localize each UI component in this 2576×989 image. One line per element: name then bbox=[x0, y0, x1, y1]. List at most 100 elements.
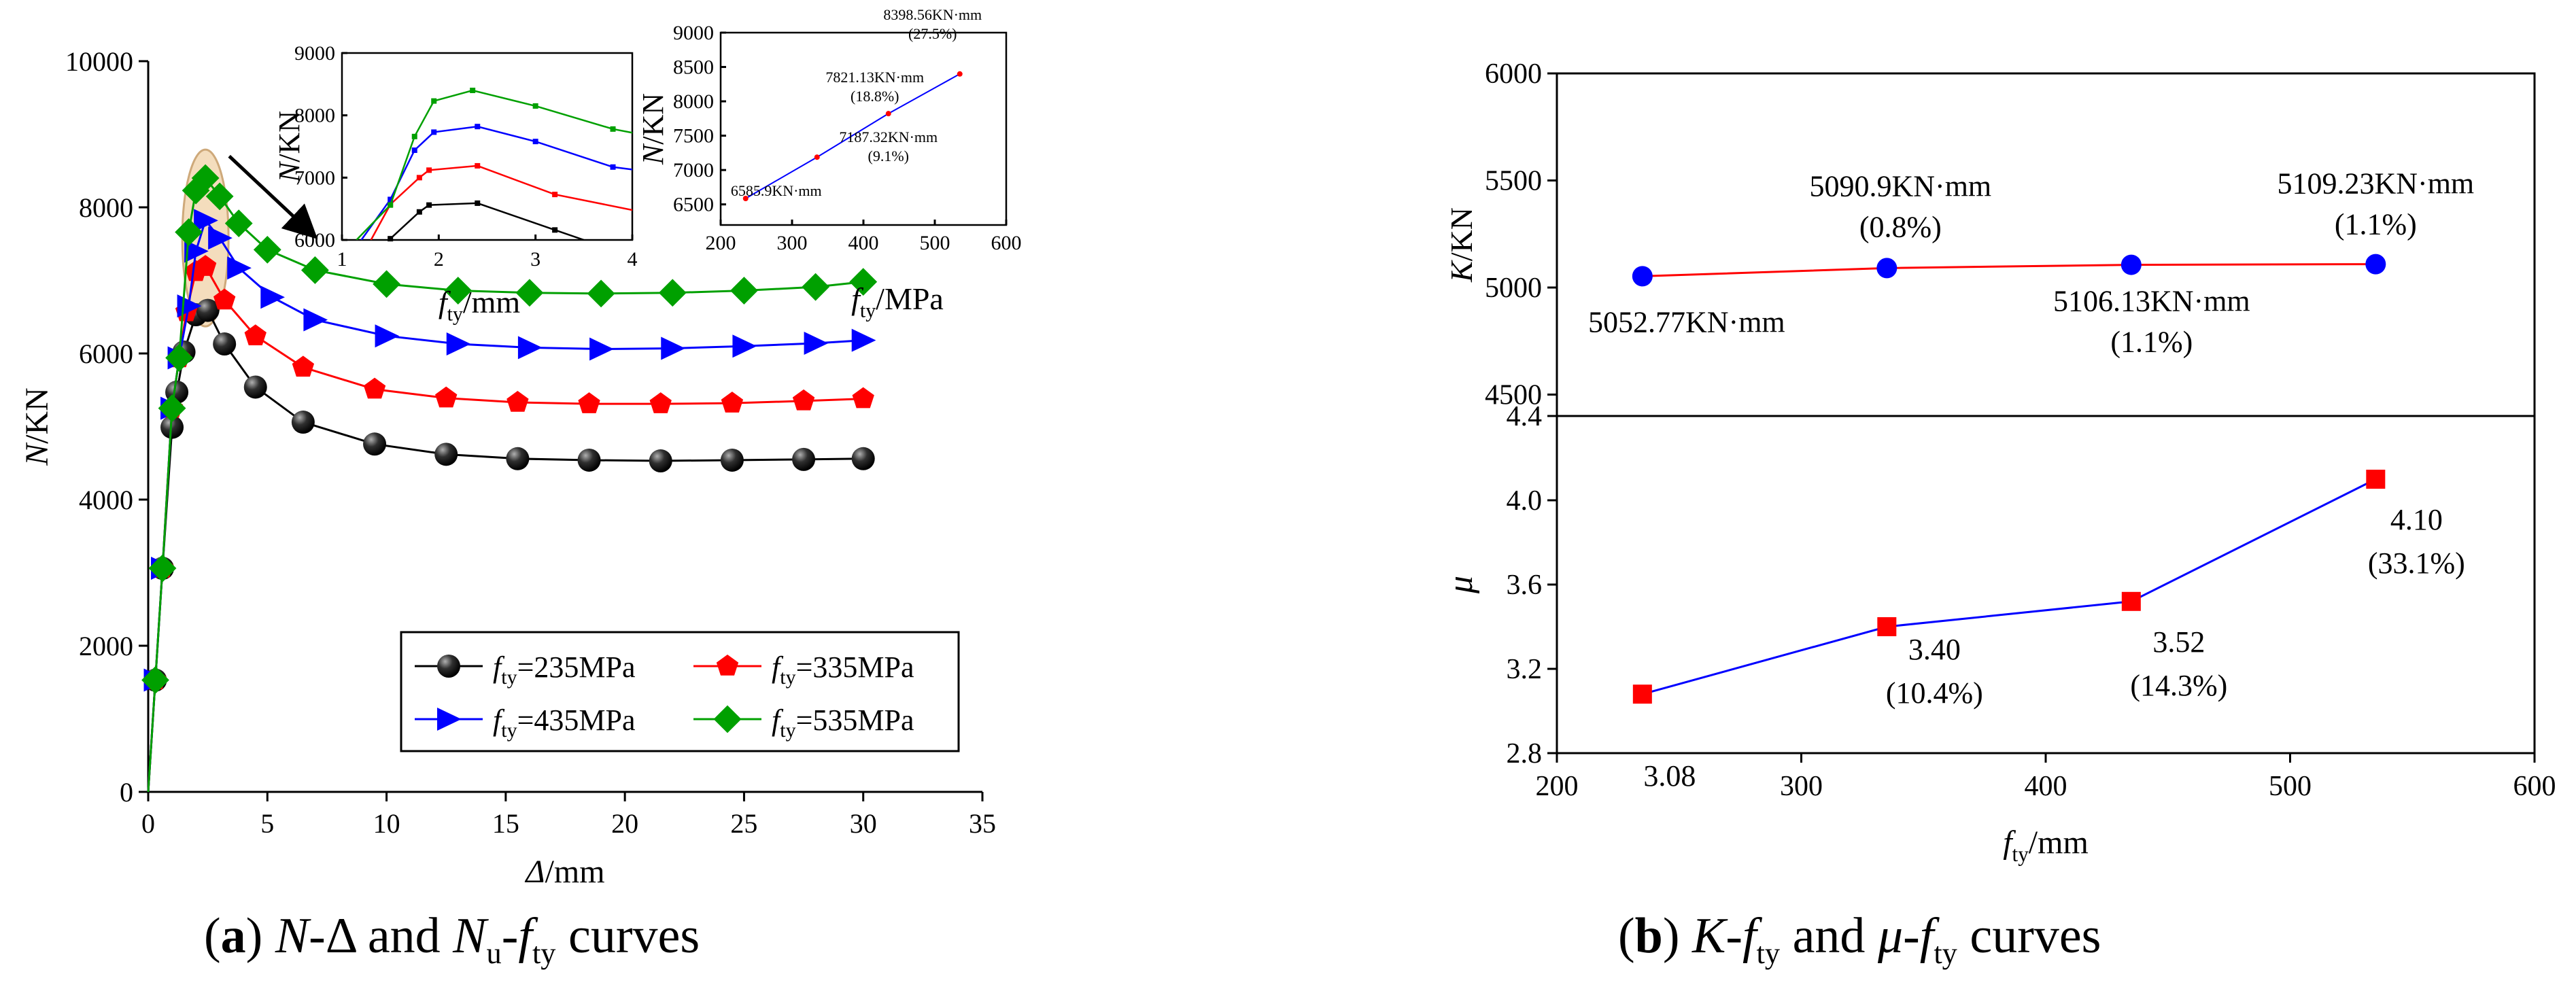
a-inset1-point-1 bbox=[552, 192, 558, 198]
a-data-point-0 bbox=[363, 432, 387, 456]
b-bottom-point-label: (33.1%) bbox=[2368, 546, 2465, 580]
a-inset1-point-3 bbox=[411, 133, 417, 139]
a-inset2-point bbox=[885, 111, 891, 117]
a-inset1-point-0 bbox=[426, 202, 432, 208]
b-top-point-label: (0.8%) bbox=[1859, 210, 1942, 243]
a-inset1-point-1 bbox=[426, 167, 432, 173]
caption-a: (a) N-Δ and Nu-fty curves bbox=[204, 908, 700, 970]
caption-b-text-10: curves bbox=[1957, 908, 2101, 964]
a-inset2-y-label: N/KN bbox=[636, 93, 670, 165]
a-x-tick-label: 5 bbox=[260, 808, 274, 839]
a-legend-marker-3 bbox=[713, 705, 742, 733]
a-data-point-3 bbox=[191, 164, 220, 192]
a-inset1-x-tick-label: 3 bbox=[530, 248, 540, 271]
b-bottom-point-label: (10.4%) bbox=[1886, 676, 1983, 710]
a-data-point-1 bbox=[506, 391, 529, 412]
a-data-point-0 bbox=[291, 411, 315, 434]
a-inset1-point-2 bbox=[411, 148, 417, 153]
a-x-tick-label: 0 bbox=[141, 808, 155, 839]
a-inset1-frame bbox=[341, 52, 634, 241]
a-data-point-0 bbox=[213, 332, 237, 356]
a-data-point-0 bbox=[851, 447, 875, 470]
a-y-tick-label: 4000 bbox=[79, 485, 133, 515]
a-inset1-y-tick-label: 9000 bbox=[294, 42, 335, 65]
b-top-point-label: 5052.77KN·mm bbox=[1588, 305, 1785, 339]
b-bottom-y-tick-label: 4.4 bbox=[1507, 401, 1543, 432]
a-inset2-point bbox=[957, 71, 963, 77]
a-inset2-point-label: 8398.56KN·mm bbox=[883, 6, 982, 23]
a-data-point-3 bbox=[658, 279, 687, 307]
a-inset1-point-3 bbox=[532, 103, 538, 109]
a-data-point-0 bbox=[434, 443, 458, 466]
b-bottom-y-tick-label: 3.2 bbox=[1507, 654, 1543, 685]
b-x-axis-label: fty/mm bbox=[2003, 825, 2089, 866]
a-data-point-3 bbox=[802, 273, 829, 301]
a-data-point-2 bbox=[260, 285, 285, 309]
b-top-point-label: 5109.23KN·mm bbox=[2277, 167, 2474, 201]
a-inset2-y-tick-label: 8000 bbox=[673, 90, 714, 113]
b-top-point-label: (1.1%) bbox=[2110, 326, 2193, 359]
b-bottom-point-label: (14.3%) bbox=[2130, 669, 2227, 702]
a-data-point-1 bbox=[363, 377, 386, 399]
a-data-point-0 bbox=[160, 415, 184, 439]
a-inset2-point-label: 7187.32KN·mm bbox=[839, 128, 938, 145]
a-legend-label-0: fty=235MPa bbox=[493, 650, 636, 689]
a-inset2-x-tick-label: 400 bbox=[848, 232, 879, 254]
a-legend-label-3: fty=535MPa bbox=[772, 704, 914, 742]
a-x-tick-label: 15 bbox=[492, 808, 519, 839]
a-inset1-point-3 bbox=[470, 88, 476, 93]
b-top-y-tick-label: 6000 bbox=[1485, 58, 1542, 90]
b-top-y-tick-label: 4500 bbox=[1485, 380, 1542, 411]
a-data-point-0 bbox=[243, 375, 267, 399]
a-x-axis-label: Δ/mm bbox=[524, 854, 604, 890]
a-data-point-2 bbox=[375, 324, 400, 348]
a-zoom-arrow bbox=[228, 154, 318, 239]
a-inset2-point-label: 6585.9KN·mm bbox=[731, 182, 822, 199]
a-data-point-3 bbox=[253, 235, 281, 264]
a-inset2-x-tick-label: 300 bbox=[777, 232, 808, 254]
a-inset1-x-tick-label: 4 bbox=[628, 248, 638, 271]
a-inset2-y-tick-label: 6500 bbox=[673, 194, 714, 216]
a-inset1-point-0 bbox=[388, 236, 394, 242]
a-data-point-3 bbox=[444, 277, 473, 305]
b-bottom-y-tick-label: 4.0 bbox=[1507, 485, 1543, 517]
a-inset2-y-tick-label: 7500 bbox=[673, 125, 714, 148]
a-y-tick-label: 10000 bbox=[65, 46, 133, 77]
a-inset2-x-tick-label: 200 bbox=[706, 232, 736, 254]
a-data-point-2 bbox=[208, 226, 233, 250]
a-data-point-2 bbox=[517, 336, 543, 360]
b-bottom-y-label: μ bbox=[1441, 576, 1480, 594]
b-x-tick-label: 400 bbox=[2025, 771, 2067, 802]
a-inset1-point-0 bbox=[475, 200, 481, 206]
a-inset1-series-0 bbox=[390, 202, 585, 240]
a-legend-marker-2 bbox=[437, 708, 462, 731]
a-data-point-1 bbox=[649, 392, 672, 413]
b-x-tick-label: 600 bbox=[2513, 771, 2556, 802]
a-data-point-3 bbox=[515, 279, 544, 307]
b-bottom-series-line bbox=[1642, 478, 2376, 695]
a-inset1-point-2 bbox=[431, 129, 437, 135]
a-data-point-1 bbox=[435, 386, 458, 408]
a-data-point-3 bbox=[730, 277, 758, 305]
b-bottom-y-tick-label: 2.8 bbox=[1507, 738, 1543, 769]
a-inset1-series-3 bbox=[356, 89, 632, 240]
b-bottom-data-point bbox=[1877, 617, 1897, 636]
b-top-y-tick-label: 5500 bbox=[1485, 166, 1542, 197]
a-data-point-1 bbox=[852, 387, 874, 409]
b-top-y-label: K/KN bbox=[1444, 207, 1479, 283]
b-bottom-point-label: 3.52 bbox=[2152, 625, 2205, 659]
a-data-point-3 bbox=[849, 268, 878, 296]
a-inset2-point-label: (27.5%) bbox=[908, 25, 957, 42]
a-inset2-x-tick-label: 500 bbox=[920, 232, 950, 254]
caption-a-text-3: N bbox=[453, 908, 487, 964]
a-data-point-1 bbox=[244, 324, 267, 345]
a-legend-label-1: fty=335MPa bbox=[772, 650, 914, 689]
a-legend-marker-1 bbox=[716, 655, 739, 676]
a-inset1-y-tick-label: 8000 bbox=[294, 105, 335, 127]
a-inset1-point-2 bbox=[610, 164, 616, 170]
a-inset2-point bbox=[742, 195, 749, 201]
a-inset1-point-3 bbox=[388, 202, 394, 208]
a-data-point-1 bbox=[578, 392, 600, 413]
b-top-data-point bbox=[2365, 254, 2386, 275]
b-top-point-label: 5106.13KN·mm bbox=[2053, 285, 2250, 318]
